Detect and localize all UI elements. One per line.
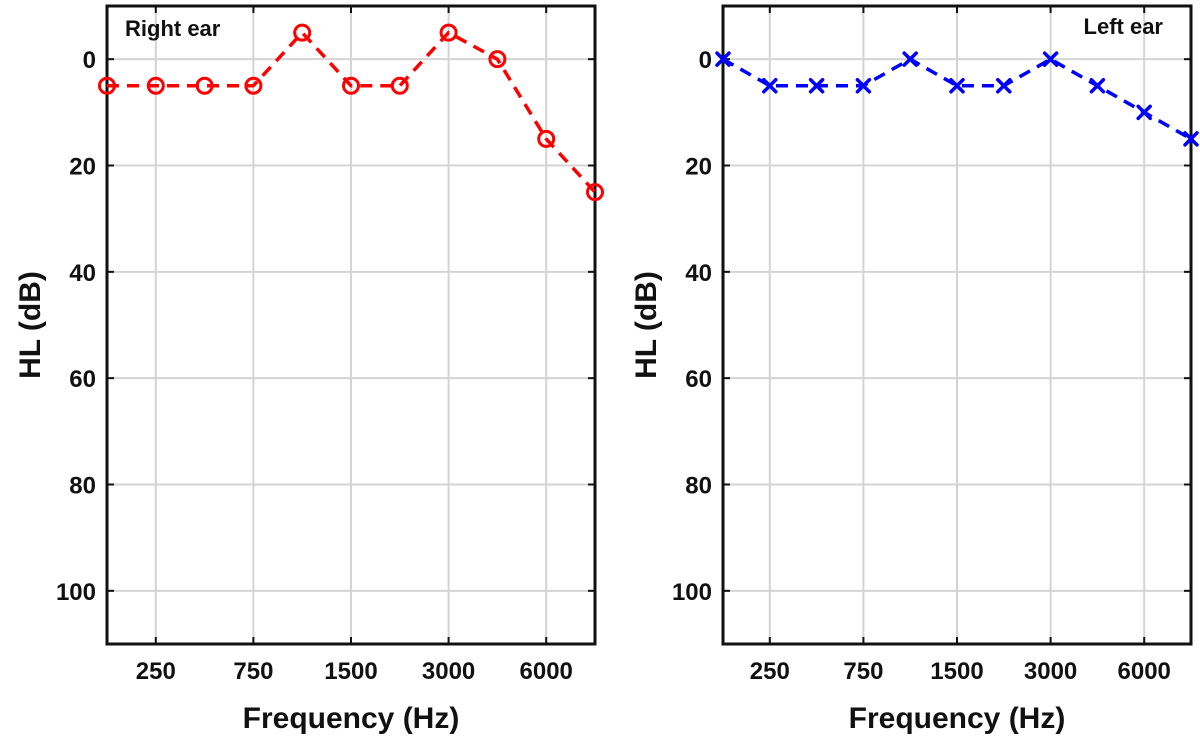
data-point (390, 76, 409, 95)
series-line (107, 30, 597, 194)
chart-panel-left-ear: 250 750 1500 3000 6000 0 20 40 60 80 100 Frequency … (630, 4, 1199, 735)
data-point (537, 129, 556, 148)
x-tick-label: 250 (136, 658, 176, 685)
y-tick-label: 40 (69, 260, 96, 287)
data-point (1042, 51, 1059, 67)
y-axis-label: HL (dB) (14, 271, 47, 379)
x-axis-label: Frequency (Hz) (243, 702, 460, 735)
data-point (586, 183, 604, 202)
x-tick-label: 750 (233, 658, 273, 685)
y-tick-label: 0 (699, 47, 712, 74)
x-tick-label: 1500 (324, 658, 377, 685)
data-point-stroke (1042, 51, 1059, 67)
data-point (855, 78, 872, 94)
x-tick-label: 3000 (1024, 658, 1077, 685)
x-tick-label: 3000 (422, 658, 475, 685)
data-point (902, 51, 918, 67)
x-axis-label: Frequency (Hz) (849, 702, 1066, 735)
data-point-stroke (808, 78, 825, 94)
x-tick-label: 1500 (930, 658, 983, 685)
data-point (715, 51, 731, 67)
x-tick-label: 6000 (520, 658, 573, 685)
y-tick-label: 20 (69, 154, 96, 181)
ear-annotation: Right ear (125, 16, 221, 41)
x-tick-label: 250 (750, 658, 790, 685)
chart-panel-right-ear: 250 750 1500 3000 6000 0 20 40 60 80 100 Frequency … (14, 4, 604, 735)
y-tick-label: 60 (685, 366, 712, 393)
data-point-stroke (1183, 131, 1199, 147)
data-point (996, 78, 1012, 94)
y-tick-label: 100 (672, 579, 712, 606)
data-point (146, 76, 165, 95)
data-point (439, 23, 458, 42)
y-tick-label: 0 (83, 47, 96, 74)
ear-annotation: Left ear (1084, 14, 1164, 39)
y-tick-label: 80 (685, 473, 712, 500)
data-point (1183, 131, 1199, 147)
data-point-stroke (855, 78, 872, 94)
data-point-stroke (996, 78, 1012, 94)
y-axis-label: HL (dB) (630, 271, 663, 379)
data-point (808, 78, 825, 94)
data-point-stroke (715, 51, 731, 67)
y-tick-label: 20 (685, 154, 712, 181)
data-point-stroke (1136, 104, 1152, 121)
data-point (342, 76, 360, 95)
series-line (722, 57, 1192, 141)
data-point-stroke (902, 51, 918, 67)
x-tick-label: 6000 (1118, 658, 1171, 685)
data-point (1136, 104, 1152, 121)
data-point (762, 78, 778, 94)
data-point-stroke (1089, 78, 1106, 94)
data-point-stroke (949, 78, 965, 94)
data-point (195, 76, 214, 95)
x-tick-label: 750 (843, 658, 883, 685)
data-point (244, 76, 263, 95)
data-point (98, 76, 116, 95)
y-tick-label: 100 (56, 579, 96, 606)
y-tick-label: 80 (69, 473, 96, 500)
data-point (1089, 78, 1106, 94)
y-tick-label: 60 (69, 366, 96, 393)
y-tick-label: 40 (685, 260, 712, 287)
data-point-stroke (762, 78, 778, 94)
data-point (949, 78, 965, 94)
data-point (293, 23, 312, 42)
data-point (488, 50, 507, 69)
